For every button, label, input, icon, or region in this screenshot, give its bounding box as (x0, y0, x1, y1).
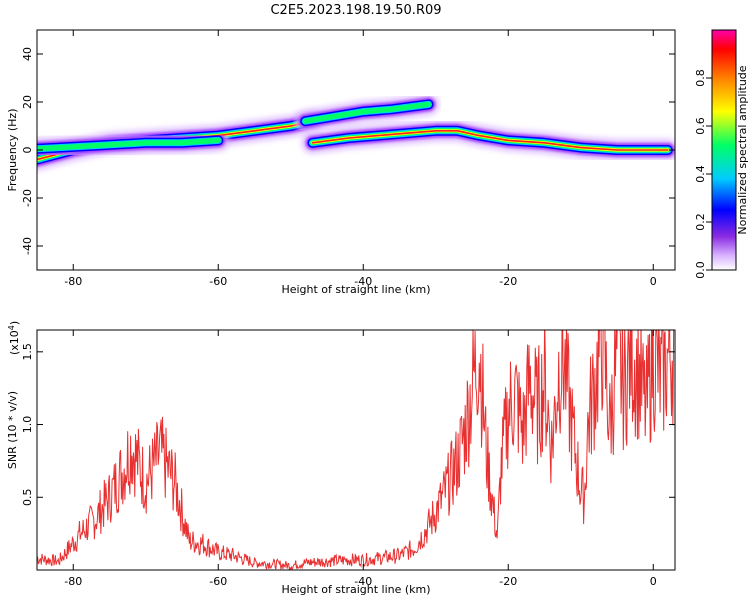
snr-x-tick-label: 0 (650, 575, 657, 588)
spectrogram-y-tick-label: 20 (21, 95, 34, 109)
spectrogram-y-ticks: -40 -20 0 20 40 (21, 47, 675, 255)
colorbar-gradient (711, 29, 737, 271)
snr-y-tick-label: 1.0 (21, 416, 34, 434)
snr-x-axis-label: Height of straight line (km) (281, 583, 430, 596)
spectrogram-ridge (37, 137, 221, 152)
snr-frame (36, 329, 676, 571)
spectrogram-x-tick-label: -80 (64, 275, 82, 288)
spectrogram-y-tick-label: -40 (21, 237, 34, 255)
snr-series-line (37, 330, 675, 570)
colorbar-tick-label: 0.4 (694, 165, 707, 183)
spectrogram-y-tick-label: 40 (21, 47, 34, 61)
snr-x-tick-label: -20 (499, 575, 517, 588)
spectrogram-x-tick-label: -20 (499, 275, 517, 288)
colorbar-ticks: 0.0 0.2 0.4 0.6 0.8 (694, 69, 712, 279)
snr-x-ticks: -80 -60 -40 -20 0 (64, 330, 657, 588)
colorbar-tick-label: 0.2 (694, 213, 707, 231)
spectrogram-y-tick-label: 0 (21, 147, 34, 154)
snr-y-tick-label: 0.5 (21, 489, 34, 507)
snr-y-tick-label: 1.5 (21, 343, 34, 361)
colorbar-tick-label: 0.8 (694, 69, 707, 87)
spectrogram-ridge (311, 130, 669, 151)
spectrogram-x-tick-label: -60 (209, 275, 227, 288)
snr-y-ticks: 0.5 1.0 1.5 (21, 343, 675, 506)
spectrogram-ridges (37, 93, 675, 171)
spectrogram-x-axis-label: Height of straight line (km) (281, 283, 430, 296)
snr-x-tick-label: -40 (354, 575, 372, 588)
spectrogram-x-tick-label: 0 (650, 275, 657, 288)
snr-x-tick-label: -80 (64, 575, 82, 588)
spectrogram-y-tick-label: -20 (21, 189, 34, 207)
snr-y-scale-label: (x104) (7, 321, 21, 355)
colorbar-tick-label: 0.6 (694, 117, 707, 135)
snr-panel: -80 -60 -40 -20 0 0.5 1.0 1.5 Height of straig… (6, 321, 676, 596)
snr-y-axis-label: SNR (10 * v/v) (6, 391, 19, 469)
colorbar: 0.0 0.2 0.4 0.6 0.8 Normalized spectral ampl… (694, 29, 749, 279)
spectrogram-y-axis-label: Frequency (Hz) (6, 109, 19, 192)
spectrogram-x-ticks: -80 -60 -40 -20 0 (64, 30, 657, 288)
spectrogram-x-tick-label: -40 (354, 275, 372, 288)
snr-x-tick-label: -60 (209, 575, 227, 588)
spectrogram-ridge (302, 101, 431, 124)
colorbar-tick-label: 0.0 (694, 261, 707, 279)
figure-title: C2E5.2023.198.19.50.R09 (270, 3, 441, 18)
colorbar-label: Normalized spectral amplitude (736, 65, 749, 234)
spectrogram-panel: -80 -60 -40 -20 0 -40 -20 0 20 40 Height of stra… (6, 29, 676, 296)
